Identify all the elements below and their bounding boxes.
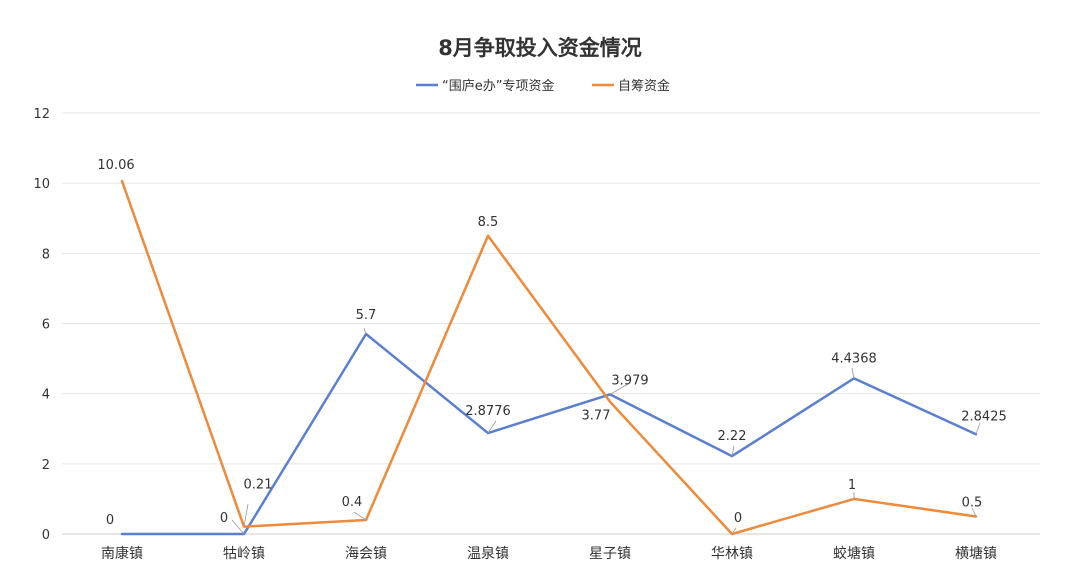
y-tick-label: 10: [33, 177, 50, 192]
x-tick-label: 星子镇: [589, 546, 631, 562]
data-label: 3.979: [611, 373, 648, 388]
label-leader-line: [851, 367, 855, 379]
y-tick-label: 0: [42, 528, 50, 543]
data-label: 3.77: [582, 409, 611, 424]
data-label: 0: [106, 513, 114, 528]
label-leader-line: [363, 327, 367, 335]
chart-title: 8月争取投入资金情况: [438, 36, 642, 60]
label-leader-lines: [231, 327, 981, 535]
label-leader-line: [975, 422, 981, 435]
x-tick-label: 牯岭镇: [223, 546, 265, 562]
y-tick-label: 2: [42, 458, 50, 473]
data-labels: 0 0 5.7 2.8776 3.979 2.22 4.4368 2.8425 10.06 0.2…: [97, 158, 1006, 528]
legend[interactable]: “围庐e办”专项资金 自筹资金: [416, 78, 670, 94]
label-leader-line: [609, 383, 629, 395]
label-leader-line: [731, 527, 737, 535]
data-label: 4.4368: [831, 351, 877, 366]
data-label: 1: [848, 478, 856, 493]
data-label: 0.21: [244, 478, 273, 493]
legend-item[interactable]: 自筹资金: [592, 78, 670, 94]
x-axis: 南康镇 牯岭镇 海会镇 温泉镇 星子镇 华林镇 蛟塘镇 横塘镇: [101, 545, 997, 562]
label-leader-line: [487, 420, 497, 434]
label-leader-line: [231, 519, 245, 535]
data-label: 2.22: [718, 429, 747, 444]
x-tick-label: 华林镇: [711, 546, 753, 562]
x-tick-label: 蛟塘镇: [833, 546, 875, 562]
data-label: 2.8776: [465, 404, 511, 419]
series-line[interactable]: [120, 332, 978, 536]
data-label: 0.5: [962, 495, 983, 510]
data-label: 2.8425: [961, 409, 1007, 424]
label-leader-line: [353, 511, 367, 521]
x-tick-label: 海会镇: [345, 546, 387, 562]
x-tick-label: 南康镇: [101, 545, 143, 562]
series-line[interactable]: [120, 179, 978, 536]
x-tick-label: 温泉镇: [467, 545, 509, 562]
data-label: 0.4: [342, 495, 363, 510]
data-label: 0: [220, 511, 228, 526]
legend-label: 自筹资金: [618, 78, 670, 94]
data-label: 5.7: [356, 308, 377, 323]
y-axis: 0 2 4 6 8 10 12: [33, 107, 50, 543]
y-tick-label: 8: [42, 247, 50, 262]
data-label: 8.5: [478, 215, 499, 230]
data-label: 10.06: [97, 158, 134, 173]
label-leader-line: [971, 507, 977, 517]
y-tick-label: 12: [33, 107, 50, 122]
legend-label: “围庐e办”专项资金: [442, 78, 554, 94]
label-leader-line: [243, 503, 249, 527]
y-tick-label: 4: [42, 388, 50, 403]
label-leader-line: [731, 445, 735, 457]
legend-item[interactable]: “围庐e办”专项资金: [416, 78, 554, 94]
data-label: 0: [734, 511, 742, 526]
x-tick-label: 横塘镇: [955, 546, 997, 562]
y-tick-label: 6: [42, 318, 50, 333]
